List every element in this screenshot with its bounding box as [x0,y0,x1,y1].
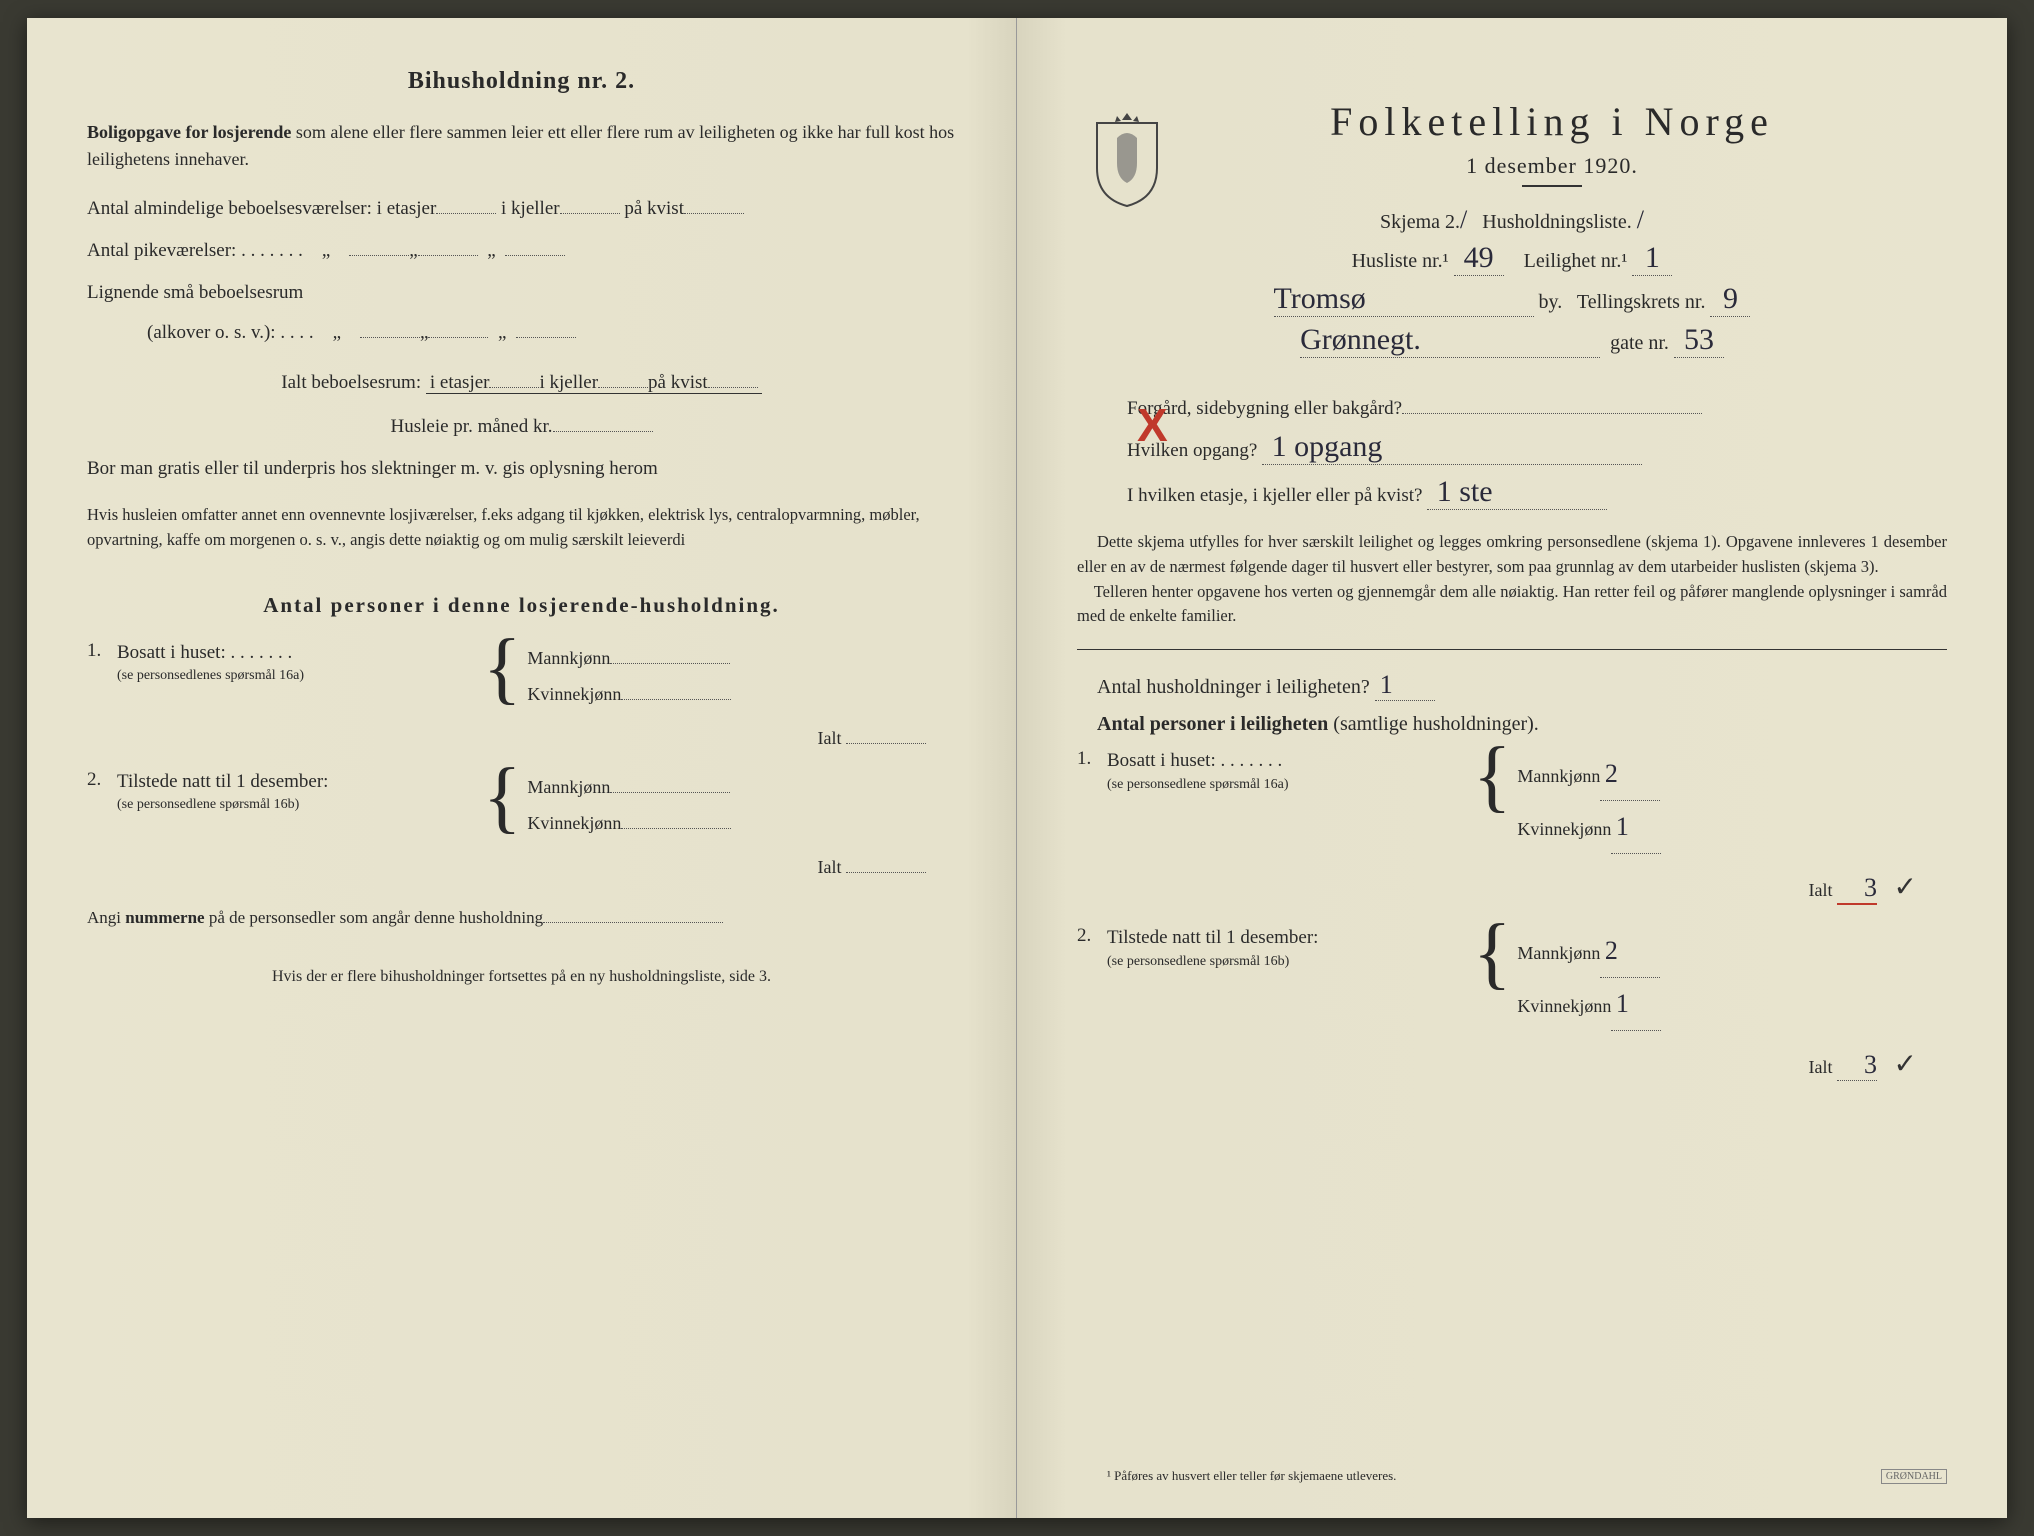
left-header: Bihusholdning nr. 2. [87,68,956,95]
rooms-line-3: Lignende små beboelsesrum [87,275,956,311]
q3: I hvilken etasje, i kjeller eller på kvi… [1077,475,1947,510]
checkmark-icon: ✓ [1894,1048,1917,1079]
rooms-line-1: Antal almindelige beboelsesværelser: i e… [87,191,956,227]
red-x-mark: X [1137,398,1168,452]
section-title-left: Antal personer i denne losjerende-hushol… [87,593,956,618]
divider-full [1077,649,1947,650]
left-page: Bihusholdning nr. 2. Boligopgave for los… [27,18,1017,1518]
instructions-para: Dette skjema utfylles for hver særskilt … [1077,530,1947,629]
footnote: ¹ Påføres av husvert eller teller før sk… [1107,1468,1396,1484]
printer-stamp: GRØNDAHL [1881,1469,1947,1484]
left-ialt-2: Ialt [87,857,956,878]
q2: Hvilken opgang? 1 opgang [1077,430,1947,465]
left-row-2: 2. Tilstede natt til 1 desember: (se per… [87,769,956,841]
skjema-line: Skjema 2./ Husholdningsliste. / [1077,205,1947,235]
q1: Forgård, sidebygning eller bakgård? [1077,398,1947,420]
gratis-line: Bor man gratis eller til underpris hos s… [87,448,956,490]
right-ialt-1: Ialt 3 ✓ [1077,870,1947,905]
main-title: Folketelling i Norge [1157,98,1947,145]
antal-pers: Antal personer i leiligheten (samtlige h… [1077,713,1947,736]
left-footer: Hvis der er flere bihusholdninger fortse… [87,968,956,986]
total-rooms: Ialt beboelsesrum: i etasjeri kjellerpå … [87,372,956,394]
rent-line: Husleie pr. måned kr. [87,416,956,438]
husliste-line: Husliste nr.¹ 49 Leilighet nr.¹ 1 [1077,241,1947,276]
intro-bold: Boligopgave for losjerende [87,122,291,142]
right-row-1: 1. Bosatt i huset: . . . . . . . (se per… [1077,748,1947,854]
rooms-line-2: Antal pikeværelser: . . . . . . . „ „ „ [87,233,956,269]
right-page: Folketelling i Norge 1 desember 1920. Sk… [1017,18,2007,1518]
small-para: Hvis husleien omfatter annet enn ovennev… [87,503,956,553]
checkmark-icon: ✓ [1894,871,1917,902]
left-row-1: 1. Bosatt i huset: . . . . . . . (se per… [87,640,956,712]
left-ialt-1: Ialt [87,728,956,749]
gate-line: Grønnegt. gate nr. 53 [1077,323,1947,358]
rooms-line-3b: (alkover o. s. v.): . . . . „ „ „ [87,317,956,349]
right-ialt-2: Ialt 3 ✓ [1077,1047,1947,1081]
intro-text: Boligopgave for losjerende som alene ell… [87,119,956,173]
angi-line: Angi nummerne på de personsedler som ang… [87,908,956,928]
document-spread: Bihusholdning nr. 2. Boligopgave for los… [27,18,2007,1518]
coat-of-arms-icon [1087,108,1167,208]
right-row-2: 2. Tilstede natt til 1 desember: (se per… [1077,925,1947,1031]
divider [1522,185,1582,187]
by-line: Tromsø by. Tellingskrets nr. 9 [1077,282,1947,317]
date: 1 desember 1920. [1157,153,1947,179]
antal-hush: Antal husholdninger i leiligheten? 1 [1077,670,1947,701]
